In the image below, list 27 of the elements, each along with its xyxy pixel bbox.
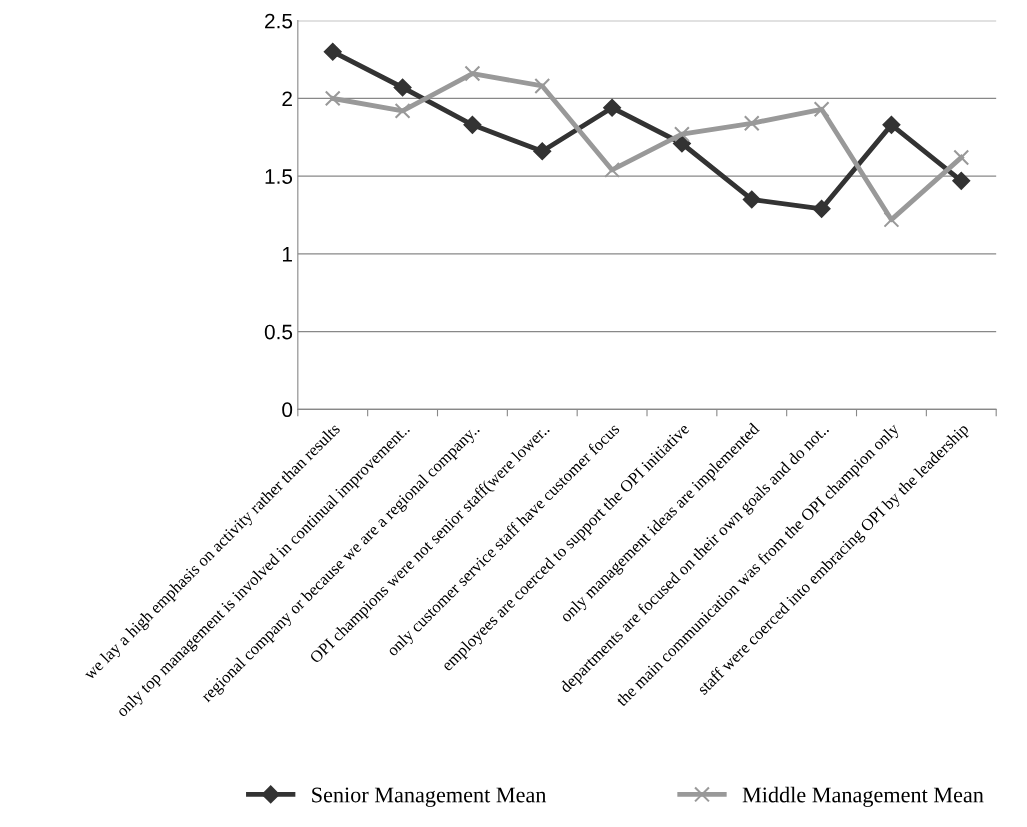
y-tick-label: 0.5 bbox=[264, 324, 293, 340]
legend-label: Senior Management Mean bbox=[312, 787, 547, 807]
y-tick-label: 2 bbox=[282, 91, 292, 106]
point bbox=[603, 98, 621, 117]
point bbox=[883, 211, 900, 228]
y-tick-label: 0 bbox=[282, 402, 293, 418]
point bbox=[533, 142, 552, 161]
point bbox=[882, 115, 901, 134]
y-tick-label: 2.5 bbox=[265, 13, 293, 29]
y-tick-label: 1 bbox=[282, 247, 292, 262]
point bbox=[604, 161, 621, 178]
point bbox=[323, 42, 342, 61]
point bbox=[534, 77, 551, 94]
point bbox=[953, 149, 970, 166]
point bbox=[742, 190, 761, 209]
point bbox=[812, 199, 831, 218]
legend-label: Middle Management Mean bbox=[742, 786, 984, 807]
point bbox=[952, 171, 971, 190]
point bbox=[394, 102, 411, 119]
point bbox=[673, 126, 690, 143]
y-tick-label: 1.5 bbox=[265, 169, 293, 184]
point bbox=[743, 115, 760, 132]
point bbox=[464, 65, 481, 82]
point bbox=[324, 90, 341, 107]
point bbox=[393, 78, 412, 97]
point bbox=[463, 115, 482, 134]
point bbox=[813, 101, 830, 118]
